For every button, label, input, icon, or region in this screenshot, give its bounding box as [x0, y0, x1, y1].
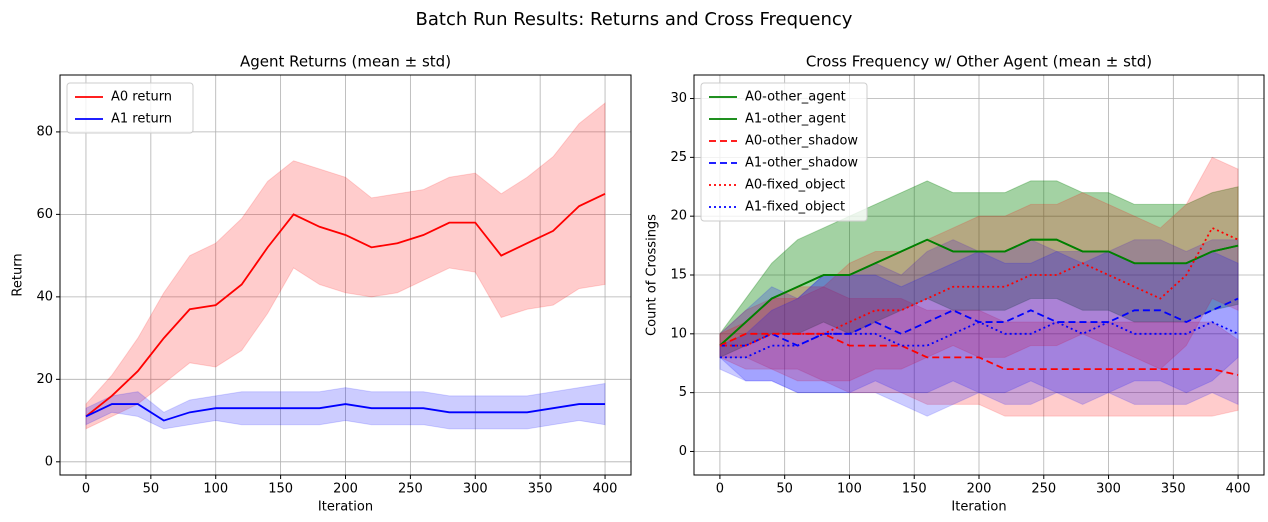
- std-band: [719, 239, 1239, 394]
- mean-line: [85, 403, 606, 422]
- legend-label: A0-other_shadow: [745, 134, 858, 149]
- x-tick-label: 100: [837, 482, 862, 497]
- y-tick-label: 10: [670, 326, 687, 341]
- y-tick-label: 15: [670, 268, 687, 283]
- x-tick-label: 300: [463, 482, 488, 497]
- legend-label: A1-other_shadow: [745, 156, 858, 171]
- y-tick-label: 0: [679, 444, 687, 459]
- std-band: [85, 102, 606, 430]
- x-tick-label: 250: [398, 482, 423, 497]
- x-tick-label: 250: [1031, 482, 1056, 497]
- legend-label: A0 return: [111, 90, 172, 105]
- mean-line: [719, 238, 1239, 347]
- mean-line: [719, 332, 1239, 376]
- axes-frame: [59, 74, 632, 476]
- x-tick-label: 50: [776, 482, 793, 497]
- x-tick-label: 100: [203, 482, 228, 497]
- mean-line: [85, 192, 606, 418]
- x-tick-label: 400: [1226, 482, 1251, 497]
- x-tick-label: 0: [82, 482, 90, 497]
- x-axis-label: Iteration: [951, 500, 1006, 515]
- y-tick-label: 20: [36, 372, 53, 387]
- legend-label: A1 return: [111, 112, 172, 127]
- legend-box: [700, 82, 868, 222]
- y-tick-label: 80: [36, 124, 53, 139]
- x-tick-label: 300: [1096, 482, 1121, 497]
- x-tick-label: 350: [528, 482, 553, 497]
- x-tick-label: 150: [902, 482, 927, 497]
- axes-title: Agent Returns (mean ± std): [240, 53, 451, 71]
- figure-title: Batch Run Results: Returns and Cross Fre…: [416, 9, 853, 30]
- legend-box: [66, 82, 194, 134]
- mean-line: [719, 321, 1239, 359]
- x-tick-label: 400: [593, 482, 618, 497]
- y-tick-label: 60: [36, 207, 53, 222]
- legend-label: A1-fixed_object: [745, 200, 845, 215]
- std-band: [719, 250, 1239, 417]
- y-tick-label: 20: [670, 209, 687, 224]
- axes-title: Cross Frequency w/ Other Agent (mean ± s…: [806, 53, 1152, 71]
- std-band: [719, 286, 1239, 417]
- std-band: [85, 382, 606, 430]
- axes-frame: [693, 74, 1265, 476]
- x-tick-label: 150: [268, 482, 293, 497]
- legend-label: A0-fixed_object: [745, 178, 845, 193]
- x-tick-label: 350: [1161, 482, 1186, 497]
- x-tick-label: 200: [333, 482, 358, 497]
- y-tick-label: 0: [45, 454, 53, 469]
- y-tick-label: 25: [670, 150, 687, 165]
- mean-line: [719, 226, 1239, 347]
- x-tick-label: 200: [967, 482, 992, 497]
- legend-label: A0-other_agent: [745, 90, 846, 105]
- x-axis-label: Iteration: [318, 500, 373, 515]
- x-tick-label: 50: [143, 482, 160, 497]
- x-tick-label: 0: [716, 482, 724, 497]
- y-tick-label: 30: [670, 91, 687, 106]
- legend-label: A1-other_agent: [745, 112, 846, 127]
- y-tick-label: 40: [36, 289, 53, 304]
- y-axis-label: Count of Crossings: [645, 214, 660, 336]
- y-axis-label: Return: [11, 253, 26, 296]
- y-tick-label: 5: [679, 385, 687, 400]
